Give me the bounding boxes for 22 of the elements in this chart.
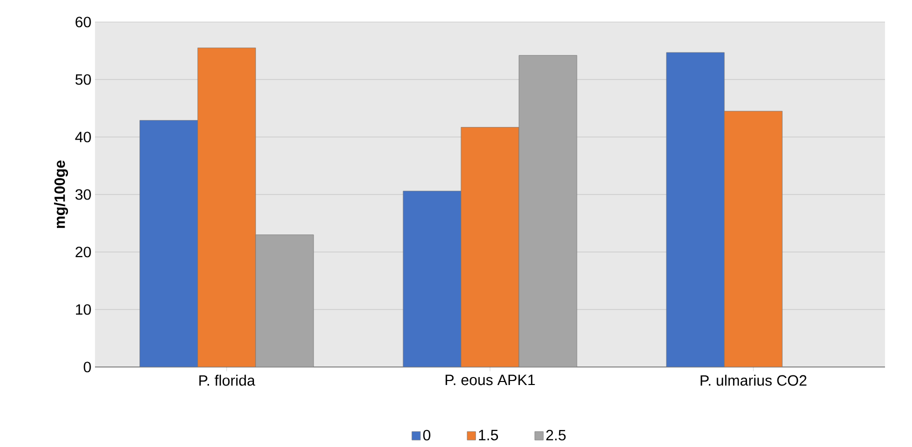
- bar: [666, 52, 725, 367]
- x-tick-label: P. florida: [199, 374, 256, 386]
- bar: [255, 234, 314, 367]
- bar: [198, 48, 256, 367]
- x-tick-label: P. eous APK1: [446, 374, 535, 386]
- y-tick-label: 60: [76, 16, 91, 28]
- bar: [724, 110, 783, 367]
- legend-label: 1.5: [478, 430, 498, 440]
- y-tick-label: 50: [75, 74, 91, 85]
- legend-label: 0: [423, 430, 430, 440]
- y-tick-label: 40: [75, 132, 91, 142]
- bar: [460, 127, 520, 367]
- y-tick-label: 10: [76, 304, 91, 315]
- bar: [518, 55, 578, 367]
- bar: [140, 120, 198, 367]
- legend-label: 2.5: [546, 430, 566, 440]
- y-tick-label: 30: [75, 189, 91, 200]
- y-tick-label: 20: [76, 246, 91, 258]
- x-tick-label: P. ulmarius CO2: [700, 374, 806, 386]
- y-axis-title: mg/100ge: [54, 160, 68, 228]
- bar: [402, 190, 462, 367]
- y-tick-label: 0: [84, 362, 91, 372]
